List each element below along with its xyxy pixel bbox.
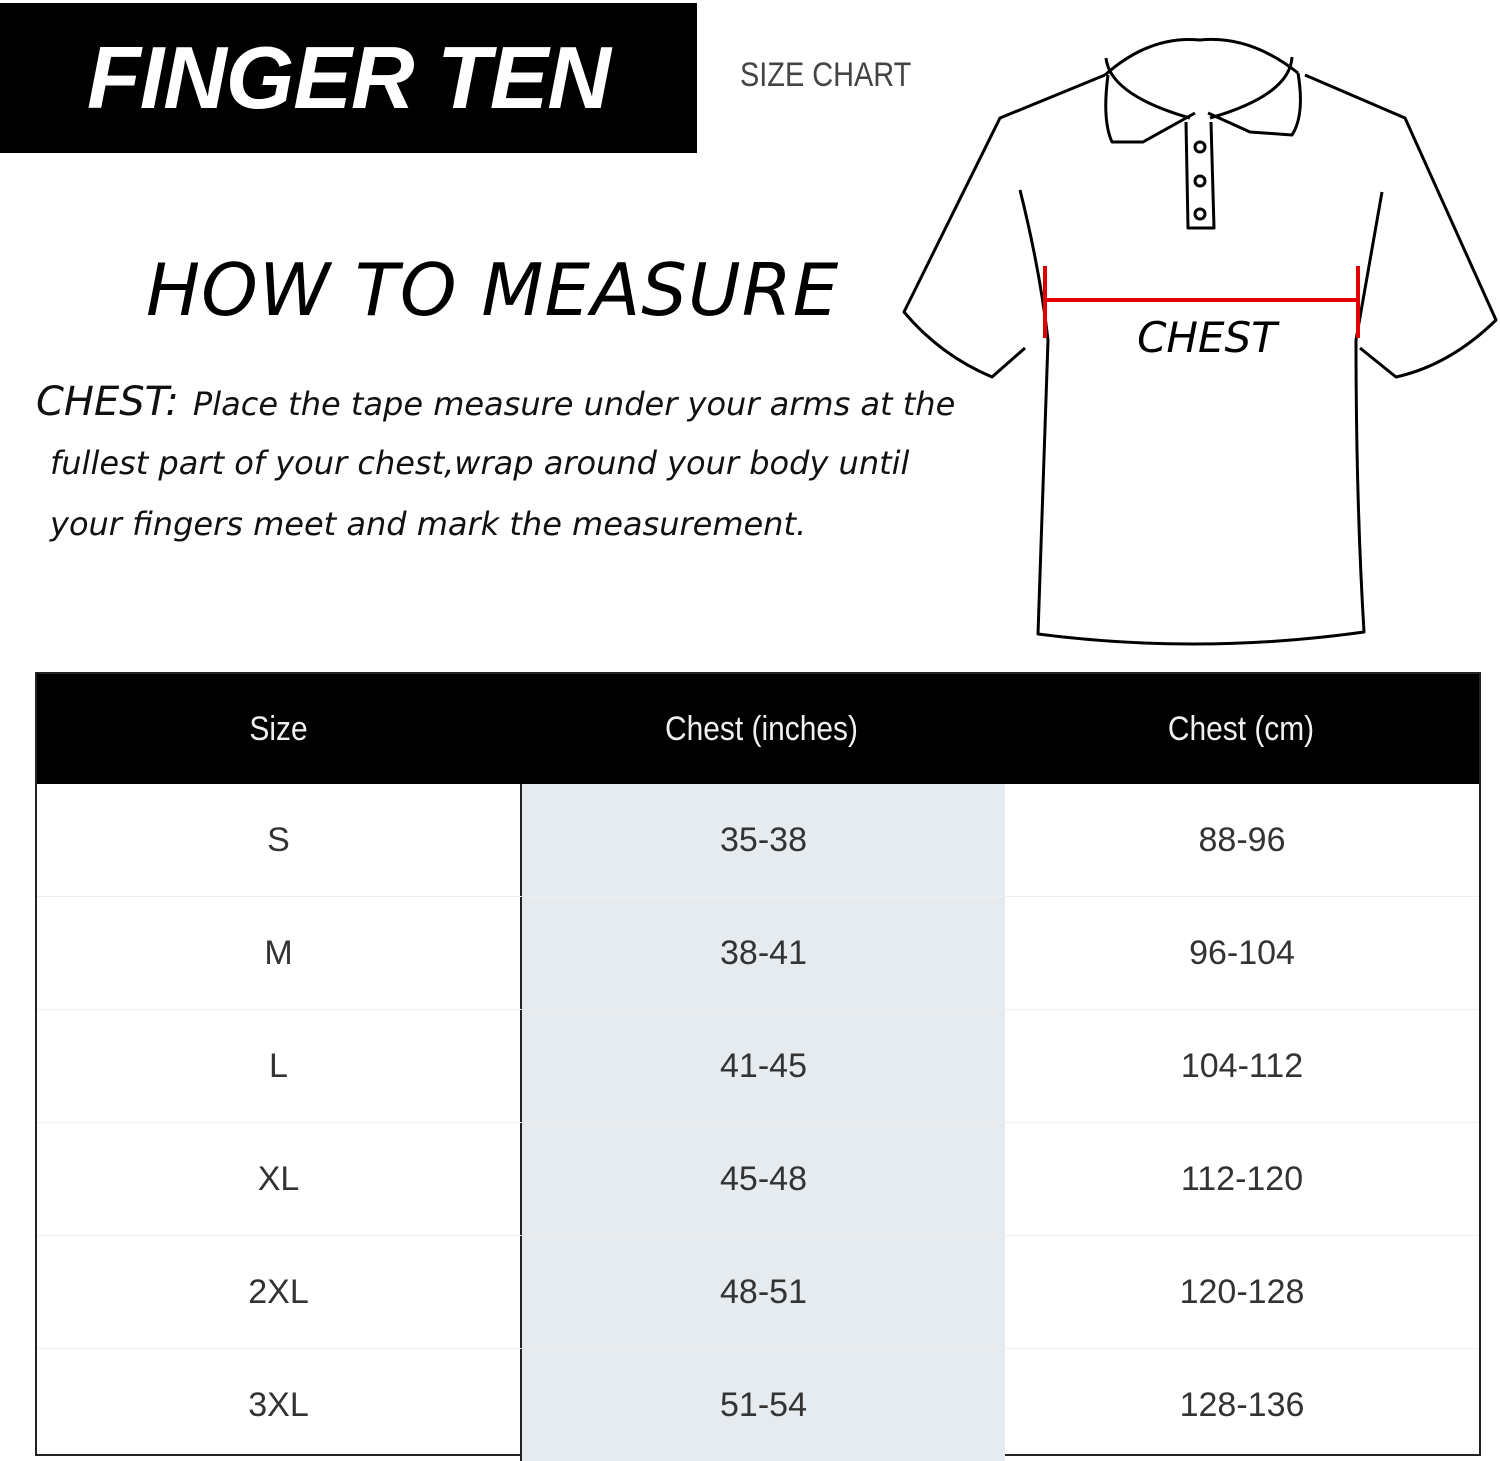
instruction-line: your fingers meet and mark the measureme… — [50, 505, 807, 543]
size-cell: S — [37, 784, 522, 896]
chest-cm-cell: 88-96 — [1198, 820, 1286, 859]
chest-cm-cell: 112-120 — [1180, 1159, 1304, 1198]
instruction-line: fullest part of your chest,wrap around y… — [50, 444, 910, 482]
instruction-line: Place the tape measure under your arms a… — [192, 385, 956, 423]
chest-cm-cell: 96-104 — [1189, 933, 1295, 972]
chest-inches-cell: 48-51 — [522, 1236, 1005, 1348]
table-row: S 35-38 88-96 — [37, 784, 1479, 897]
chest-cm-cell: 120-128 — [1179, 1272, 1305, 1311]
header-chest-cm: Chest (cm) — [1167, 709, 1315, 748]
header-chest-inches: Chest (inches) — [665, 709, 858, 748]
chest-inches-cell: 45-48 — [522, 1123, 1005, 1235]
table-row: 2XL 48-51 120-128 — [37, 1236, 1479, 1349]
chest-inches-cell: 35-38 — [522, 784, 1005, 896]
shirt-outline — [902, 37, 1498, 646]
chest-inches-cell: 41-45 — [522, 1010, 1005, 1122]
chest-inches-cell: 38-41 — [522, 897, 1005, 1009]
chest-instructions: CHEST: Place the tape measure under your … — [36, 372, 996, 555]
brand-logo: FINGER TEN — [0, 3, 697, 153]
size-cell: M — [37, 897, 522, 1009]
table-row: L 41-45 104-112 — [37, 1010, 1479, 1123]
header-size: Size — [249, 709, 308, 748]
size-chart-label: SIZE CHART — [740, 56, 912, 94]
chest-label: CHEST: — [36, 379, 179, 425]
chest-cm-cell: 104-112 — [1180, 1046, 1304, 1085]
table-body: S 35-38 88-96 M 38-41 96-104 L 41-45 104-112 XL 45… — [37, 784, 1479, 1461]
table-row: XL 45-48 112-120 — [37, 1123, 1479, 1236]
size-cell: XL — [37, 1123, 522, 1235]
chest-inches-cell: 51-54 — [522, 1349, 1005, 1461]
page-title: HOW TO MEASURE — [146, 248, 840, 332]
table-row: 3XL 51-54 128-136 — [37, 1349, 1479, 1461]
size-cell: 3XL — [37, 1349, 522, 1461]
size-cell: L — [37, 1010, 522, 1122]
chest-measure-line — [1043, 266, 1360, 338]
chest-cm-cell: 128-136 — [1179, 1385, 1305, 1424]
size-cell: 2XL — [37, 1236, 522, 1348]
chest-diagram-label: CHEST — [1137, 313, 1280, 362]
size-table: Size Chest (inches) Chest (cm) S 35-38 88-… — [35, 672, 1481, 1461]
polo-shirt-diagram: CHEST — [902, 37, 1498, 646]
table-header: Size Chest (inches) Chest (cm) — [37, 674, 1479, 784]
table-row: M 38-41 96-104 — [37, 897, 1479, 1010]
